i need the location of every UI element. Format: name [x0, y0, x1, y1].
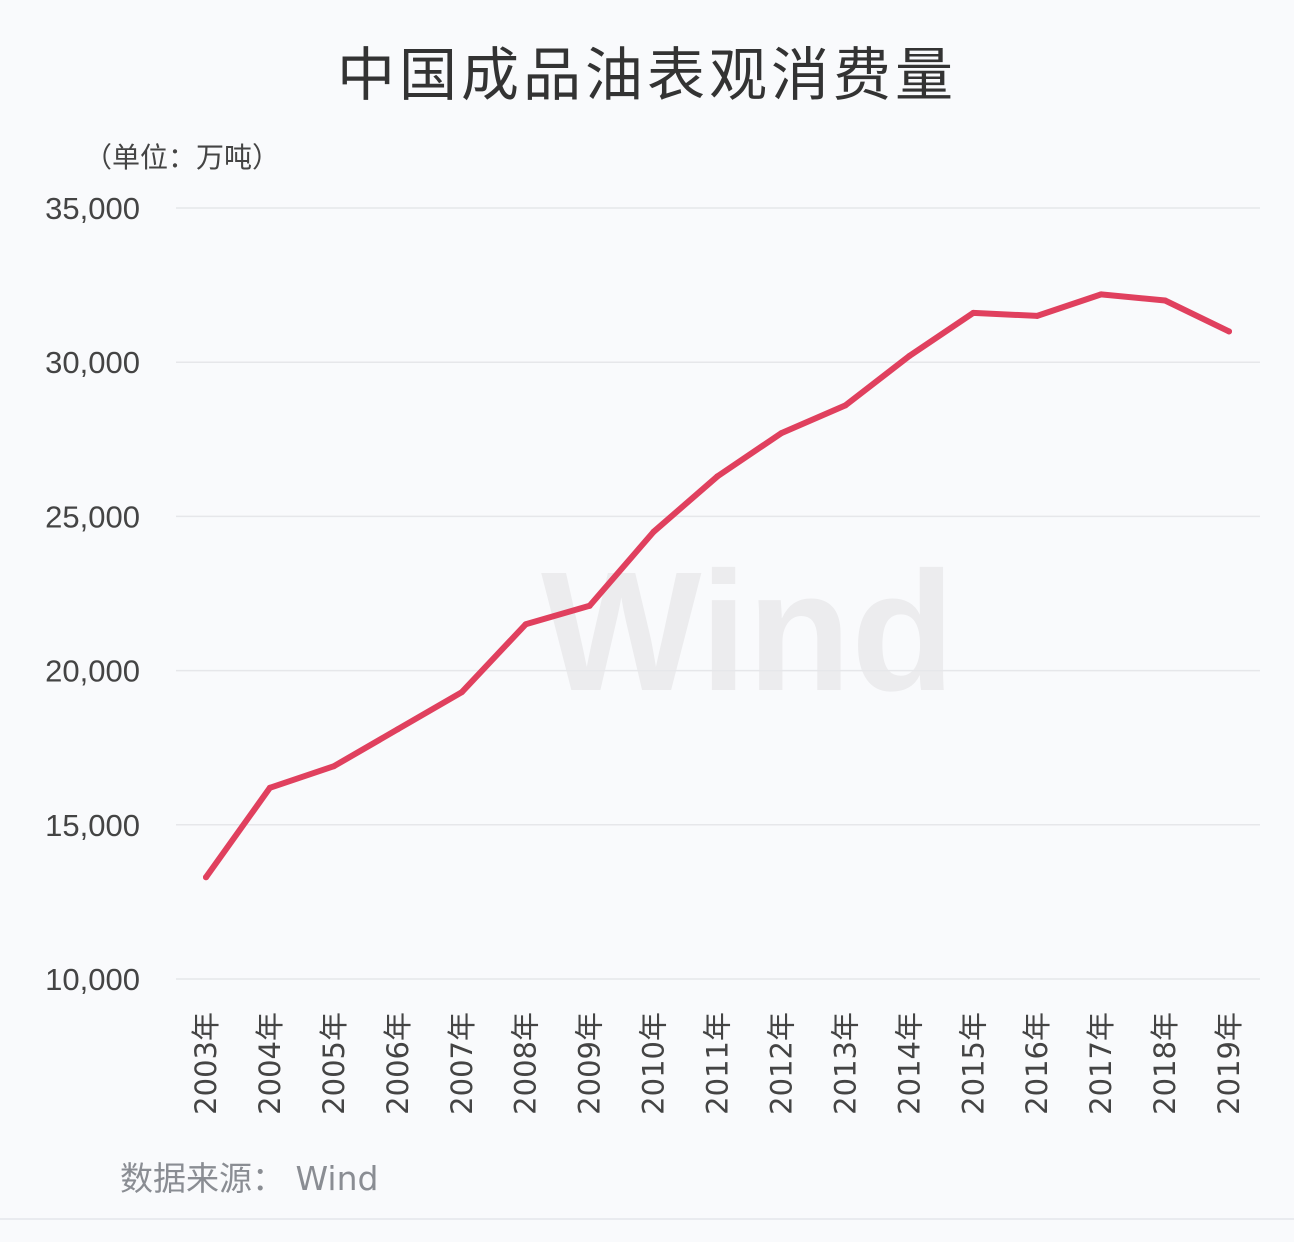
x-tick-label: 2005年	[317, 1012, 351, 1115]
data-point	[650, 528, 657, 535]
y-tick-label: 30,000	[45, 345, 140, 380]
y-tick-label: 35,000	[45, 191, 140, 226]
x-tick-label: 2007年	[445, 1012, 479, 1115]
x-tick-label: 2014年	[892, 1012, 926, 1115]
data-point	[1034, 312, 1041, 319]
x-tick-label: 2019年	[1212, 1012, 1246, 1115]
y-tick-label: 20,000	[45, 654, 140, 689]
x-tick-label: 2006年	[381, 1012, 415, 1115]
data-point	[778, 430, 785, 437]
y-tick-label: 15,000	[45, 808, 140, 843]
y-tick-label: 10,000	[45, 962, 140, 997]
data-point	[330, 763, 337, 770]
y-tick-label: 25,000	[45, 499, 140, 534]
watermark-text: Wind	[541, 537, 955, 727]
x-tick-label: 2004年	[253, 1012, 287, 1115]
series-layer	[203, 291, 1232, 881]
data-source-note: 数据来源： Wind	[120, 1159, 379, 1198]
chart-title: 中国成品油表观消费量	[336, 41, 957, 109]
x-tick-label: 2013年	[828, 1012, 862, 1115]
data-point	[1226, 328, 1232, 335]
x-tick-label: 2010年	[637, 1012, 671, 1115]
data-point	[970, 309, 977, 316]
x-tick-label: 2018年	[1148, 1012, 1182, 1115]
x-tick-label: 2011年	[701, 1012, 735, 1115]
x-tick-label: 2015年	[956, 1012, 990, 1115]
x-tick-label: 2008年	[509, 1012, 543, 1115]
data-point	[586, 602, 593, 609]
data-point	[203, 874, 209, 881]
gridlines	[176, 207, 1260, 980]
data-point	[394, 726, 401, 733]
data-point	[1098, 291, 1105, 298]
x-tick-label: 2016年	[1020, 1012, 1054, 1115]
data-point	[714, 473, 721, 480]
y-axis-unit-label: （单位：万吨）	[84, 141, 281, 174]
data-point	[266, 784, 273, 791]
data-point	[1162, 297, 1169, 304]
data-point	[522, 621, 529, 628]
x-tick-label: 2009年	[573, 1012, 607, 1115]
x-tick-label: 2017年	[1084, 1012, 1118, 1115]
y-axis-ticks: 35,000 30,000 25,000 20,000 15,000 10,000	[45, 191, 140, 997]
x-axis-ticks: 2003年 2004年 2005年 2006年 2007年 2008年 2009年 2010年…	[189, 1012, 1246, 1115]
x-tick-label: 2012年	[764, 1012, 798, 1115]
data-point	[842, 402, 849, 409]
data-point	[458, 689, 465, 696]
data-point	[906, 353, 913, 360]
x-tick-label: 2003年	[189, 1012, 223, 1115]
